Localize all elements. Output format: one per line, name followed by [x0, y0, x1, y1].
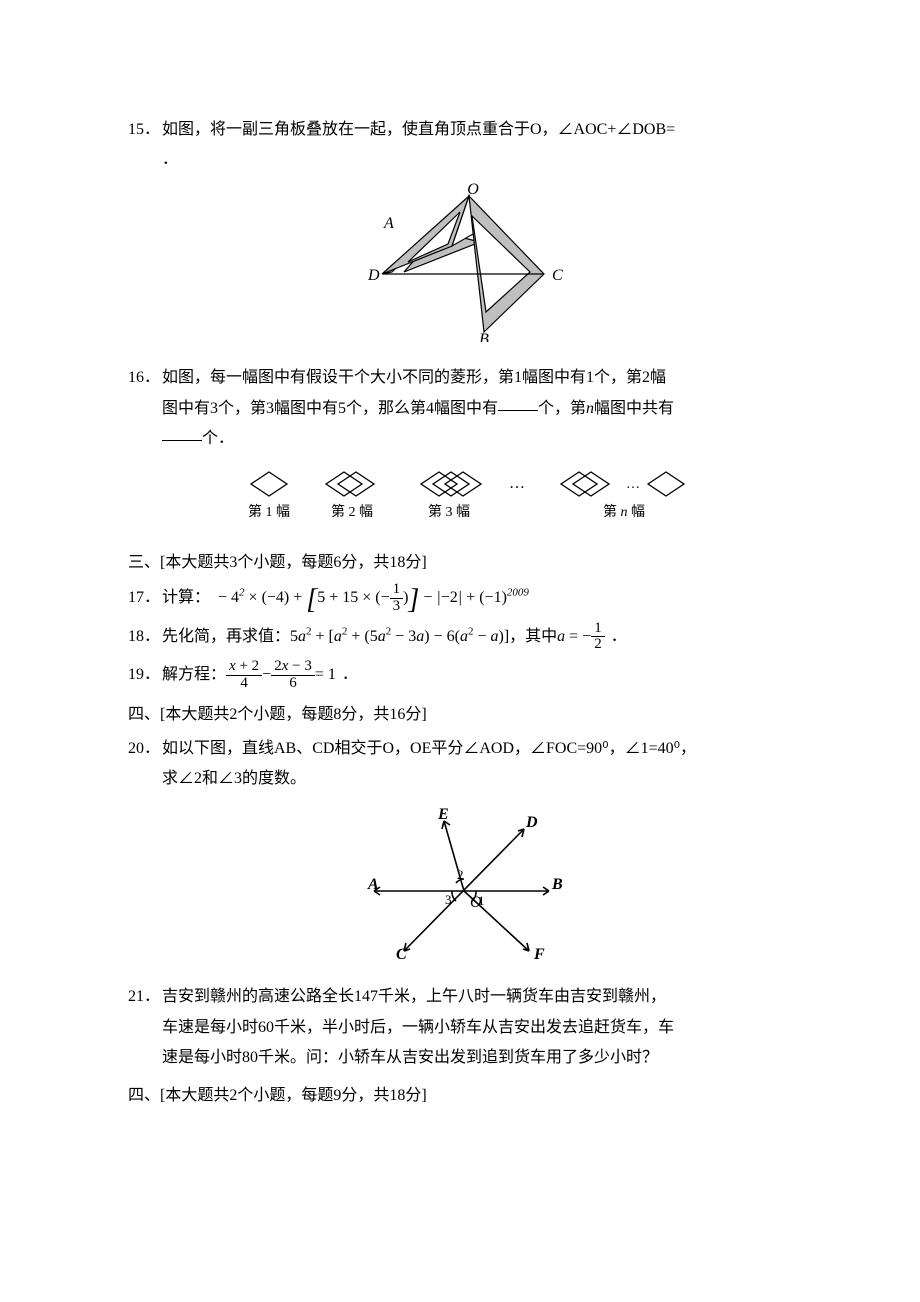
problem-number: 15． — [128, 115, 162, 145]
blank-1 — [498, 394, 538, 411]
svg-text:1: 1 — [478, 893, 485, 908]
svg-text:第 1 幅: 第 1 幅 — [248, 503, 290, 520]
var-n: n — [586, 400, 594, 417]
label: 解方程： — [162, 660, 226, 690]
problem-number: 21． — [128, 982, 162, 1012]
blank-2 — [162, 424, 202, 441]
svg-text:C: C — [396, 946, 407, 961]
problem-text-l1: 如以下图，直线AB、CD相交于O，OE平分∠AOD，∠FOC=90⁰，∠1=40… — [162, 734, 800, 764]
problem-text-cont: ． — [162, 145, 800, 175]
section-3-header: 三、[本大题共3个小题，每题6分，共18分] — [128, 548, 800, 578]
svg-text:A: A — [367, 876, 379, 893]
tail: ，其中 — [509, 622, 557, 652]
problem-text-l2: 车速是每小时60千米，半小时后，一辆小轿车从吉安出发去追赶货车，车 — [162, 1013, 800, 1043]
problem-20: 20． 如以下图，直线AB、CD相交于O，OE平分∠AOD，∠FOC=90⁰，∠… — [128, 734, 800, 972]
problem-19: 19． 解方程： x + 24 − 2x − 36 = 1 ． — [128, 659, 800, 692]
label-C: C — [552, 267, 563, 284]
problem-text: 如图，将一副三角板叠放在一起，使直角顶点重合于O，∠AOC+∠DOB= — [162, 115, 800, 145]
problem-text-l3: 个． — [202, 430, 234, 447]
problem-number: 19． — [128, 660, 162, 690]
problem-text-l3: 速是每小时80千米。问：小轿车从吉安出发到追到货车用了多少小时？ — [162, 1043, 800, 1073]
problem-17: 17． 计算： − 42 × (−4) + [5 + 15 × (−13)] −… — [128, 582, 800, 615]
problem-text-l1: 如图，每一幅图中有假设干个大小不同的菱形，第1幅图中有1个，第2幅 — [162, 363, 800, 393]
problem-text-l2a: 图中有3个，第3幅图中有5个，那么第4幅图中有 — [162, 400, 498, 417]
problem-15: 15． 如图，将一副三角板叠放在一起，使直角顶点重合于O，∠AOC+∠DOB= … — [128, 115, 800, 353]
label: 计算： — [162, 583, 210, 613]
problem-18: 18． 先化简，再求值： 5a2 + [a2 + (5a2 − 3a) − 6(… — [128, 621, 800, 654]
svg-text:第 3 幅: 第 3 幅 — [428, 503, 470, 520]
label-B: B — [479, 331, 489, 342]
figure-20: A B C D E F O 1 2 3 — [128, 801, 800, 972]
problem-16: 16． 如图，每一幅图中有假设干个大小不同的菱形，第1幅图中有1个，第2幅 图中… — [128, 363, 800, 538]
svg-text:B: B — [551, 876, 563, 893]
problem-text-l2c: 幅图中共有 — [594, 400, 674, 417]
section-4b-header: 四、[本大题共2个小题，每题9分，共18分] — [128, 1081, 800, 1111]
problem-text-l1: 吉安到赣州的高速公路全长147千米，上午八时一辆货车由吉安到赣州， — [162, 982, 800, 1012]
expr: − 42 × (−4) + [5 + 15 × (−13)] − |−2| + … — [218, 582, 529, 615]
problem-number: 20． — [128, 734, 162, 764]
label-O: O — [467, 182, 479, 198]
svg-text:2: 2 — [457, 867, 464, 882]
section-4a-header: 四、[本大题共2个小题，每题8分，共16分] — [128, 700, 800, 730]
label-A: A — [383, 215, 394, 232]
svg-text:…: … — [626, 477, 640, 492]
figure-15: O A D C B — [128, 182, 800, 353]
problem-text-l2b: 个，第 — [538, 400, 586, 417]
label-D: D — [367, 267, 380, 284]
problem-number: 16． — [128, 363, 162, 393]
problem-number: 18． — [128, 622, 162, 652]
svg-text:第 2 幅: 第 2 幅 — [331, 503, 373, 520]
problem-text-l2: 求∠2和∠3的度数。 — [162, 764, 800, 794]
page: 15． 如图，将一副三角板叠放在一起，使直角顶点重合于O，∠AOC+∠DOB= … — [0, 0, 920, 1302]
svg-text:…: … — [509, 475, 525, 492]
svg-text:第 n 幅: 第 n 幅 — [603, 503, 645, 520]
figure-16: … … 第 1 幅 第 2 幅 第 3 幅 第 n 幅 — [128, 466, 800, 537]
svg-text:3: 3 — [445, 892, 452, 907]
problem-21: 21． 吉安到赣州的高速公路全长147千米，上午八时一辆货车由吉安到赣州， 车速… — [128, 982, 800, 1073]
svg-text:E: E — [437, 806, 449, 823]
problem-number: 17． — [128, 583, 162, 613]
svg-text:D: D — [525, 814, 538, 831]
label: 先化简，再求值： — [162, 622, 290, 652]
svg-text:F: F — [533, 946, 545, 961]
